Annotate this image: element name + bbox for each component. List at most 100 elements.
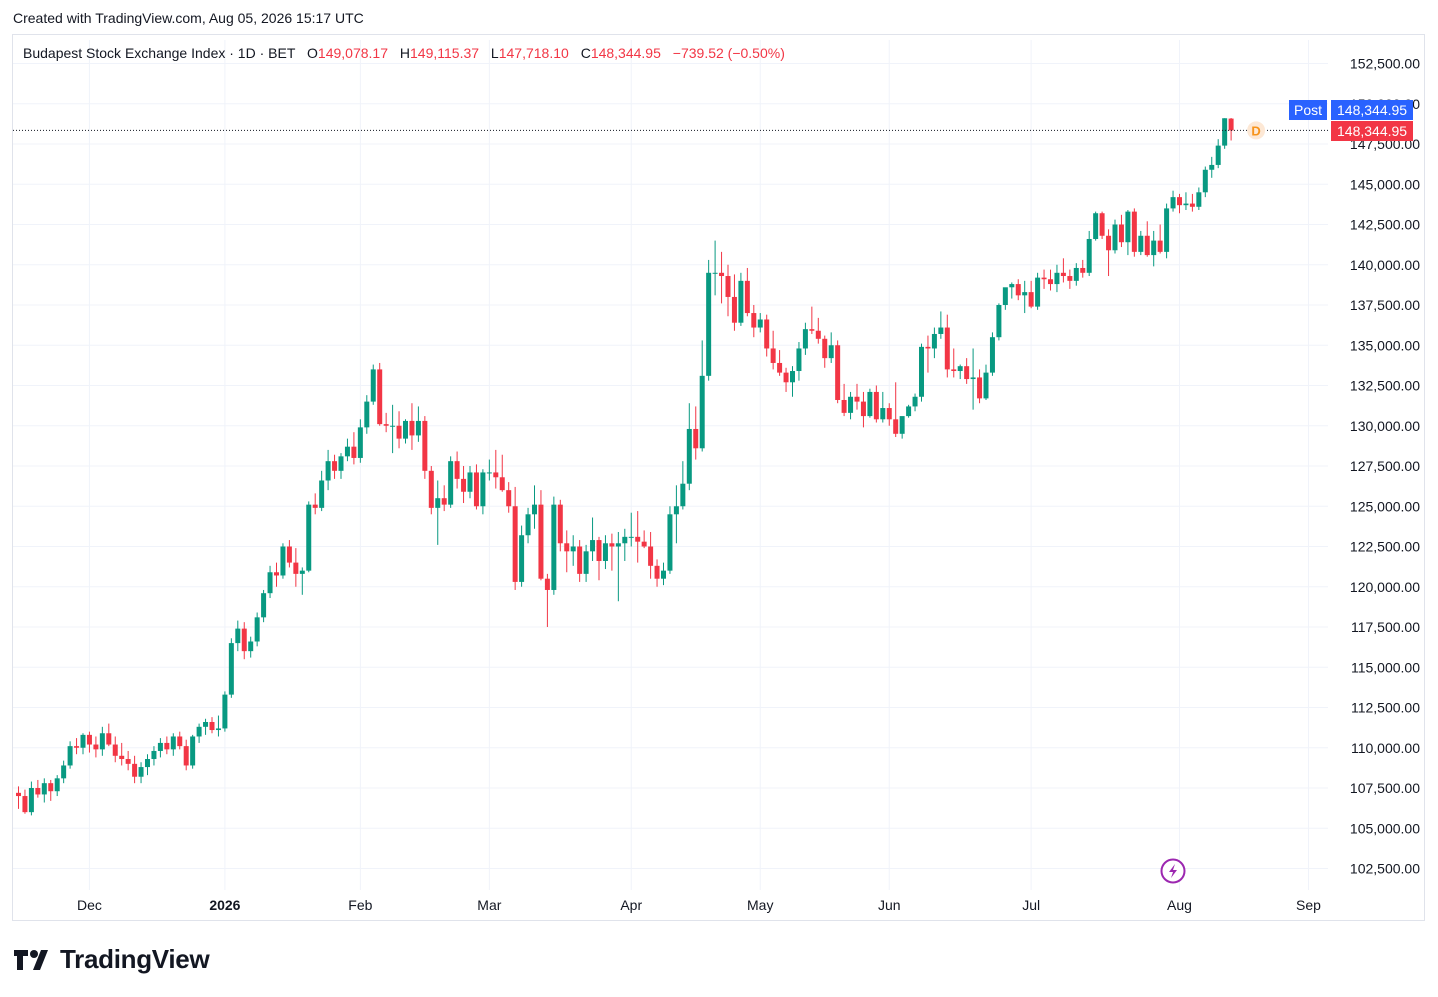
candle-body: [274, 572, 279, 576]
candle-body: [1196, 192, 1202, 207]
open-value: 149,078.17: [317, 45, 388, 61]
candle-body: [564, 543, 570, 552]
candle-body: [673, 506, 679, 515]
candle-body: [590, 540, 596, 552]
candle-body: [738, 280, 744, 323]
y-tick-label: 115,000.00: [1351, 659, 1420, 675]
candle-body: [177, 736, 183, 747]
candle-body: [693, 428, 699, 449]
candle-body: [1131, 211, 1137, 252]
candle-body: [280, 546, 286, 576]
candle-body: [886, 408, 892, 420]
candle-body: [577, 546, 583, 574]
candle-body: [338, 456, 344, 471]
candle-body: [1138, 235, 1144, 252]
candle-body: [532, 504, 537, 515]
close-value: 148,344.95: [590, 45, 661, 61]
candle-body: [951, 369, 957, 372]
candle-body: [1228, 118, 1234, 131]
candle-body: [770, 348, 776, 363]
candle-body: [796, 348, 802, 372]
candle-body: [744, 280, 750, 314]
candle-body: [145, 759, 150, 768]
candle-body: [435, 498, 441, 508]
lightning-bolt: [1169, 864, 1177, 878]
y-tick-label: 130,000.00: [1350, 418, 1420, 434]
candle-body: [1112, 224, 1118, 251]
x-tick-label: Mar: [477, 897, 501, 913]
candle-body: [80, 734, 86, 748]
candle-body: [28, 788, 34, 813]
candle-body: [557, 504, 563, 544]
y-axis: 152,500.00150,000.00147,500.00145,000.00…: [1350, 56, 1420, 877]
post-label-tag: Post: [1289, 100, 1328, 120]
y-tick-label: 132,500.00: [1350, 378, 1420, 394]
candle-body: [512, 506, 518, 582]
y-tick-label: 145,000.00: [1350, 176, 1420, 192]
candle-body: [454, 461, 460, 479]
candle-body: [370, 369, 376, 402]
candle-body: [815, 330, 821, 339]
x-tick-label: May: [747, 897, 773, 913]
candle-body: [22, 796, 28, 813]
tradingview-logo[interactable]: TradingView: [14, 944, 210, 975]
candle-body: [1099, 213, 1105, 236]
candle-body: [1118, 224, 1124, 243]
candle-body: [119, 755, 125, 760]
y-tick-label: 127,500.00: [1350, 458, 1420, 474]
candle-body: [731, 296, 737, 323]
candle-body: [209, 721, 215, 731]
y-tick-label: 107,500.00: [1350, 780, 1420, 796]
candle-body: [570, 546, 576, 552]
candle-body: [764, 319, 770, 349]
candle-body: [977, 377, 983, 399]
candle-body: [1060, 272, 1066, 277]
dividend-marker: [1247, 121, 1266, 140]
candle-body: [164, 742, 170, 750]
candle-body: [499, 477, 505, 491]
candle-body: [312, 504, 318, 508]
candle-body: [74, 746, 80, 748]
candle-body: [241, 628, 247, 652]
candle-body: [899, 416, 905, 434]
candle-body: [583, 551, 589, 574]
grid-lines: [13, 40, 1328, 890]
candle-body: [506, 490, 512, 507]
candle-body: [1151, 240, 1157, 256]
candle-body: [493, 472, 499, 478]
low-value: 147,718.10: [498, 45, 569, 61]
candle-body: [383, 424, 389, 426]
candle-body: [325, 461, 331, 481]
candle-body: [661, 570, 666, 579]
candle-body: [235, 628, 241, 644]
candle-body: [944, 327, 950, 370]
candle-body: [996, 305, 1002, 338]
candle-body: [602, 543, 608, 561]
candle-body: [828, 345, 834, 359]
candle-body: [1015, 284, 1021, 296]
candle-body: [1209, 164, 1215, 170]
candle-body: [293, 562, 299, 574]
candle-body: [809, 329, 815, 331]
candle-body: [332, 461, 338, 471]
candle-body: [299, 570, 305, 574]
candle-body: [822, 338, 828, 359]
candle-body: [706, 272, 712, 376]
candle-body: [1067, 276, 1073, 281]
candle-body: [938, 327, 944, 334]
candle-body: [790, 371, 795, 383]
candle-body: [16, 792, 21, 797]
candle-body: [428, 470, 434, 508]
y-tick-label: 137,500.00: [1350, 297, 1420, 313]
candle-body: [1189, 203, 1195, 207]
candle-body: [54, 778, 60, 792]
tradingview-logo-icon: [14, 949, 48, 970]
candle-body: [719, 272, 725, 277]
candle-body: [525, 514, 531, 536]
last-price-tag: 148,344.95: [1331, 121, 1414, 141]
y-tick-label: 140,000.00: [1350, 257, 1420, 273]
candle-body: [306, 504, 312, 571]
candle-body: [1157, 240, 1163, 252]
candle-body: [473, 472, 479, 507]
